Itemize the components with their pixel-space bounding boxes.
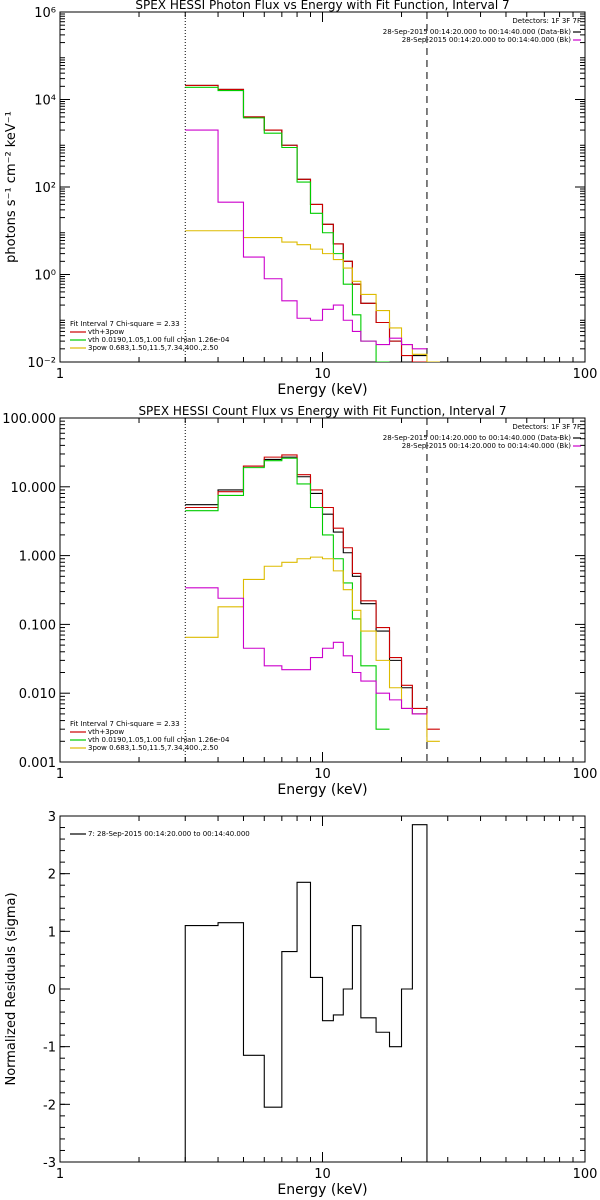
plot-frame bbox=[59, 417, 586, 763]
fit-interval-label: Fit Interval 7 Chi-square = 2.33 bbox=[70, 320, 180, 328]
y-tick-label: 10⁶ bbox=[34, 6, 56, 21]
y-tick-label: 10⁻² bbox=[27, 356, 56, 371]
detectors-label: Detectors: 1F 3F 7F bbox=[512, 17, 581, 25]
detectors-label: Detectors: 1F 3F 7F bbox=[512, 423, 581, 431]
x-tick-label: 100 bbox=[573, 367, 598, 382]
fit-interval-label: Fit Interval 7 Chi-square = 2.33 bbox=[70, 720, 180, 728]
legend-entry-text: 3pow 0.683,1.50,11.5,7.34,400.,2.50 bbox=[88, 344, 218, 352]
x-axis-label: Energy (keV) bbox=[277, 382, 367, 398]
legend-entry-text: vth+3pow bbox=[88, 728, 124, 736]
x-tick-label: 100 bbox=[573, 767, 598, 782]
series-3-step-line bbox=[185, 86, 390, 362]
y-tick-label: 0.001 bbox=[19, 756, 56, 771]
y-axis-label: photons s⁻¹ cm⁻² keV⁻¹ bbox=[4, 111, 19, 263]
chart-title: SPEX HESSI Photon Flux vs Energy with Fi… bbox=[135, 0, 509, 12]
y-tick-label: 10⁴ bbox=[34, 94, 56, 109]
series-1-step-line bbox=[184, 824, 428, 1162]
chart-title: SPEX HESSI Count Flux vs Energy with Fit… bbox=[138, 404, 506, 418]
x-axis-label: Energy (keV) bbox=[277, 1182, 367, 1198]
series-5-step-line bbox=[185, 129, 427, 350]
legend-entry-text: 3pow 0.683,1.50,11.5,7.34,400.,2.50 bbox=[88, 744, 218, 752]
y-tick-label: 3 bbox=[48, 810, 56, 825]
legend-entry-text: 28-Sep-2015 00:14:20.000 to 00:14:40.000… bbox=[383, 28, 572, 36]
legend-entry-text: 28-Sep-2015 00:14:20.000 to 00:14:40.000… bbox=[402, 36, 572, 44]
series-4-step-line bbox=[185, 556, 440, 742]
y-tick-label: 1 bbox=[48, 925, 56, 940]
y-axis-label: Normalized Residuals (sigma) bbox=[4, 892, 19, 1085]
y-tick-label: 10² bbox=[34, 181, 56, 196]
series-5-step-line bbox=[185, 587, 427, 715]
series-3-step-line bbox=[185, 457, 390, 730]
chart-panel-3: 1 10 100 -3 -2 -1 0 1 2 3 Energy (keV) Normalized R… bbox=[4, 810, 597, 1198]
y-tick-label: 10⁰ bbox=[34, 269, 56, 284]
y-tick-label: 0 bbox=[48, 983, 56, 998]
x-tick-label: 1 bbox=[56, 1167, 64, 1182]
x-tick-label: 10 bbox=[314, 767, 331, 782]
legend-entry-text: vth 0.0190,1.05,1.00 full chian 1.26e-04 bbox=[88, 736, 230, 744]
y-tick-label: 10.000 bbox=[11, 481, 57, 496]
y-tick-label: 2 bbox=[48, 868, 56, 883]
legend-entry-text: 28-Sep-2015 00:14:20.000 to 00:14:40.000… bbox=[402, 442, 572, 450]
y-tick-label: -2 bbox=[43, 1098, 56, 1113]
legend-entry-text: 7: 28-Sep-2015 00:14:20.000 to 00:14:40.… bbox=[88, 830, 250, 838]
legend-entry-text: 28-Sep-2015 00:14:20.000 to 00:14:40.000… bbox=[383, 434, 572, 442]
y-tick-label: 100.000 bbox=[2, 412, 56, 427]
y-tick-label: 1.000 bbox=[19, 550, 56, 565]
x-tick-label: 1 bbox=[56, 767, 64, 782]
x-tick-label: 1 bbox=[56, 367, 64, 382]
y-tick-label: 0.010 bbox=[19, 687, 56, 702]
series-1-step-line bbox=[185, 84, 427, 362]
y-tick-label: -3 bbox=[43, 1156, 56, 1171]
x-tick-label: 10 bbox=[314, 367, 331, 382]
chart-panel-2: 1 10 100 0.001 0.010 0.100 1.000 10.000 100.000 S… bbox=[2, 404, 597, 798]
x-tick-label: 100 bbox=[573, 1167, 598, 1182]
chart-panel-1: 1 10 100 10⁻² 10⁰ 10² 10⁴ 10⁶ SPEX HESSI Photon … bbox=[4, 0, 597, 398]
x-tick-label: 10 bbox=[314, 1167, 331, 1182]
legend-entry-text: vth 0.0190,1.05,1.00 full chian 1.26e-04 bbox=[88, 336, 230, 344]
legend-entry-text: vth+3pow bbox=[88, 328, 124, 336]
y-tick-label: -1 bbox=[43, 1041, 56, 1056]
y-tick-label: 0.100 bbox=[19, 618, 56, 633]
x-axis-label: Energy (keV) bbox=[277, 782, 367, 798]
